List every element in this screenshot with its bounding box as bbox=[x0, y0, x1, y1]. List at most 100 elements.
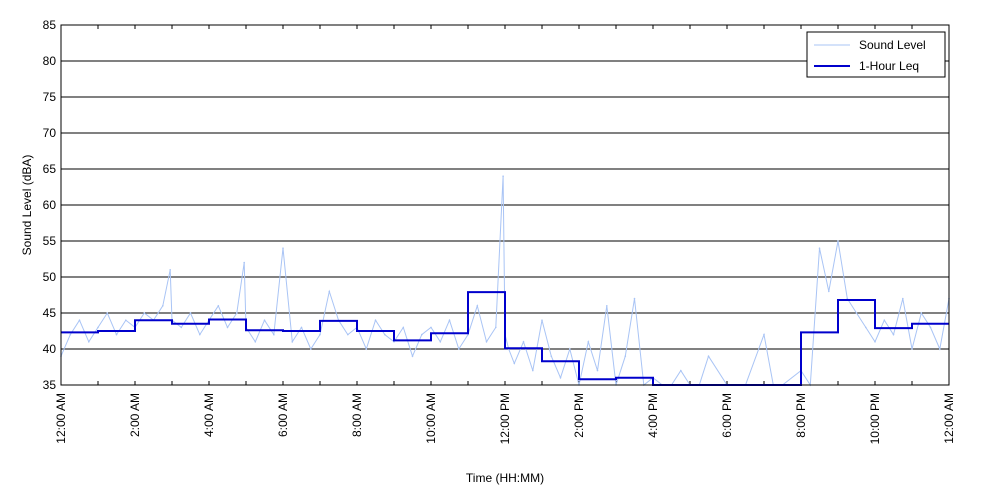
x-tick-label: 6:00 AM bbox=[276, 393, 290, 437]
sound-level-point bbox=[365, 348, 368, 350]
sound-level-point bbox=[939, 348, 941, 350]
y-tick-label: 80 bbox=[43, 54, 57, 68]
sound-level-point bbox=[236, 312, 238, 314]
x-tick-label: 4:00 AM bbox=[202, 393, 216, 437]
y-tick-label: 85 bbox=[43, 18, 57, 32]
leq-step-point bbox=[301, 330, 302, 332]
sound-level-point bbox=[532, 369, 534, 372]
sound-level-point bbox=[911, 348, 913, 350]
leq-step-point bbox=[634, 377, 635, 379]
leq-step-point bbox=[264, 329, 265, 331]
leq-step-point bbox=[893, 327, 894, 329]
sound-level-point bbox=[411, 355, 414, 358]
sound-level-point bbox=[633, 297, 636, 300]
y-tick-label: 45 bbox=[43, 306, 57, 320]
y-tick-label: 55 bbox=[43, 234, 57, 248]
leq-step-point bbox=[856, 299, 857, 301]
sound-level-point bbox=[310, 348, 312, 350]
sound-level-point bbox=[125, 319, 127, 322]
sound-level-point bbox=[421, 333, 423, 336]
leq-step-point bbox=[227, 319, 228, 320]
sound-level-point bbox=[243, 261, 245, 264]
leq-step-point bbox=[190, 323, 191, 325]
sound-level-point bbox=[929, 326, 932, 329]
y-tick-label: 75 bbox=[43, 90, 57, 104]
sound-level-point bbox=[69, 333, 72, 336]
sound-level-point bbox=[818, 247, 821, 249]
y-tick-label: 40 bbox=[43, 342, 57, 356]
x-tick-label: 8:00 PM bbox=[794, 393, 808, 438]
sound-level-point bbox=[680, 369, 682, 372]
legend-label-1-hour-leq: 1-Hour Leq bbox=[859, 59, 919, 73]
sound-level-point bbox=[828, 290, 830, 293]
sound-level-point bbox=[865, 326, 867, 329]
leq-step-point bbox=[486, 291, 487, 293]
legend-label-sound-level: Sound Level bbox=[859, 38, 926, 52]
leq-step-point bbox=[449, 332, 450, 334]
plot-frame bbox=[60, 24, 950, 386]
sound-level-point bbox=[559, 377, 562, 379]
sound-level-point bbox=[106, 312, 109, 314]
y-tick-label: 50 bbox=[43, 270, 57, 284]
sound-level-point bbox=[217, 305, 220, 307]
sound-level-point bbox=[374, 319, 377, 322]
sound-level-point bbox=[606, 305, 608, 307]
sound-level-point bbox=[763, 333, 765, 336]
y-tick-labels: 35 40 45 50 55 60 65 70 75 80 85 bbox=[43, 18, 57, 392]
sound-level-point bbox=[115, 333, 118, 336]
y-tick-label: 70 bbox=[43, 126, 57, 140]
sound-level-point bbox=[541, 319, 543, 322]
sound-level-point bbox=[902, 297, 904, 300]
sound-level-point bbox=[199, 333, 201, 336]
sound-level-point bbox=[291, 341, 294, 343]
sound-level-point bbox=[855, 312, 858, 314]
sound-level-point bbox=[328, 290, 331, 293]
x-tick-label: 6:00 PM bbox=[720, 393, 734, 438]
legend: Sound Level 1-Hour Leq bbox=[806, 31, 946, 78]
y-tick-label: 60 bbox=[43, 198, 57, 212]
sound-level-point bbox=[189, 312, 192, 314]
sound-level-point bbox=[587, 341, 590, 343]
x-tick-labels: 12:00 AM 2:00 AM 4:00 AM 6:00 AM 8:00 AM 10:0… bbox=[54, 393, 956, 444]
leq-step-point bbox=[412, 339, 413, 341]
x-axis-label: Time (HH:MM) bbox=[466, 471, 544, 485]
sound-level-point bbox=[162, 305, 164, 307]
x-tick-label: 2:00 PM bbox=[572, 393, 586, 438]
sound-level-point bbox=[143, 312, 146, 314]
y-axis-label: Sound Level (dBA) bbox=[20, 155, 34, 256]
x-tick-label: 12:00 AM bbox=[942, 393, 956, 444]
leq-step-point bbox=[153, 319, 154, 321]
leq-step-point bbox=[597, 378, 598, 380]
x-tick-label: 10:00 PM bbox=[868, 393, 882, 444]
leq-step-point bbox=[79, 331, 80, 333]
sound-level-point bbox=[282, 247, 284, 249]
sound-level-point bbox=[169, 269, 171, 271]
y-tick-label: 35 bbox=[43, 378, 57, 392]
sound-level-point bbox=[263, 319, 266, 322]
sound-level-point bbox=[874, 341, 876, 343]
leq-step-point bbox=[375, 330, 376, 332]
x-tick-label: 12:00 AM bbox=[54, 393, 68, 444]
sound-level-point bbox=[402, 326, 405, 329]
sound-level-point bbox=[485, 341, 488, 343]
sound-level-point bbox=[448, 319, 451, 322]
sound-level-point bbox=[78, 319, 81, 322]
y-tick-label: 65 bbox=[43, 162, 57, 176]
sound-level-point bbox=[569, 348, 571, 350]
sound-level-point bbox=[226, 326, 229, 329]
sound-level-point bbox=[430, 326, 432, 329]
leq-step-point bbox=[819, 331, 820, 333]
sound-level-point bbox=[495, 326, 497, 329]
leq-step-point bbox=[338, 320, 339, 322]
leq-step-point bbox=[560, 360, 561, 362]
sound-level-point bbox=[384, 333, 386, 336]
x-tick-label: 10:00 AM bbox=[424, 393, 438, 444]
sound-level-point bbox=[439, 341, 442, 343]
x-tick-label: 8:00 AM bbox=[350, 393, 364, 437]
leq-step-point bbox=[930, 323, 931, 325]
sound-level-point bbox=[883, 319, 886, 322]
leq-step-point bbox=[523, 347, 524, 349]
sound-level-point bbox=[624, 355, 627, 358]
sound-level-point bbox=[550, 355, 553, 358]
